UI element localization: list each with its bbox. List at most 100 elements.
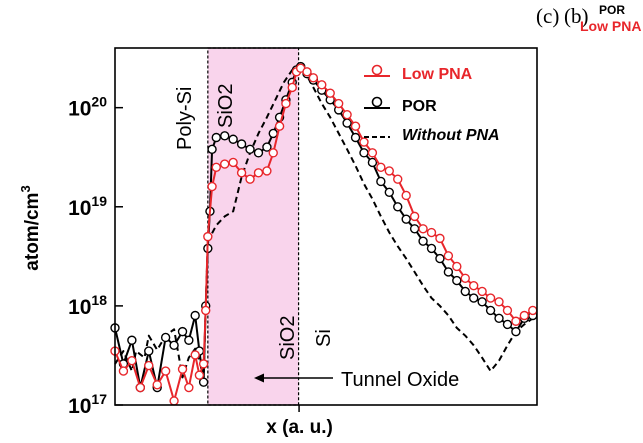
data-point-low-pna-6: [160, 366, 171, 376]
data-point-low-pna-37: [367, 148, 378, 158]
data-point-low-pna-47: [452, 261, 462, 272]
data-point-low-pna-2: [127, 355, 137, 366]
data-point-low-pna-49: [469, 280, 479, 291]
data-point-por-22: [253, 148, 264, 158]
data-point-por-7: [169, 340, 179, 351]
data-point-low-pna-25: [281, 98, 291, 109]
data-point-low-pna-39: [384, 166, 394, 176]
data-point-low-pna-56: [528, 305, 538, 316]
panel-label-b: (b): [564, 4, 589, 28]
tag-por: POR: [599, 3, 626, 17]
data-point-low-pna-51: [485, 293, 496, 303]
data-point-low-pna-21: [253, 168, 264, 178]
data-point-por-19: [228, 134, 238, 144]
legend-marker-low-pna: [371, 64, 383, 76]
data-point-low-pna-33: [333, 98, 344, 109]
data-point-por-36: [350, 132, 361, 143]
tag-low-pna: Low PNA: [580, 18, 642, 34]
data-point-low-pna-7: [169, 396, 179, 406]
data-point-por-18: [220, 131, 230, 141]
data-point-por-9: [184, 335, 194, 345]
y-tick-label-3: 1020: [68, 94, 107, 121]
data-point-por-54: [502, 319, 513, 330]
data-point-low-pna-19: [236, 168, 247, 178]
panel-label-c: (c): [536, 4, 560, 28]
legend-marker-por: [371, 96, 383, 108]
data-point-por-23: [262, 142, 272, 152]
data-point-low-pna-1: [118, 366, 129, 376]
data-point-low-pna-30: [308, 73, 319, 83]
data-point-low-pna-4: [144, 360, 154, 371]
data-point-low-pna-38: [376, 162, 386, 173]
data-point-low-pna-29: [302, 67, 312, 77]
data-point-low-pna-34: [342, 109, 352, 120]
data-point-por-16: [207, 144, 217, 155]
tunnel-oxide-arrow-head: [254, 373, 264, 383]
data-point-por-44: [418, 236, 428, 246]
data-point-low-pna-31: [317, 80, 327, 90]
data-point-por-4: [144, 346, 154, 356]
data-point-por-47: [443, 267, 454, 277]
legend-label-por: POR: [402, 98, 437, 115]
data-point-low-pna-13: [201, 305, 211, 316]
data-point-low-pna-42: [409, 211, 420, 222]
data-point-low-pna-20: [245, 174, 255, 184]
data-point-por-51: [477, 297, 487, 307]
data-point-low-pna-3: [135, 382, 146, 393]
data-point-por-52: [485, 305, 496, 316]
data-point-por-40: [384, 187, 394, 197]
annotation-poly-si: Poly-Si: [174, 87, 196, 150]
data-point-low-pna-24: [274, 121, 285, 131]
data-point-por-55: [511, 326, 521, 337]
data-point-low-pna-35: [350, 121, 361, 131]
data-point-low-pna-15: [207, 181, 217, 192]
data-point-low-pna-8: [177, 364, 188, 374]
data-point-low-pna-26: [287, 82, 297, 93]
data-point-low-pna-53: [502, 305, 513, 316]
data-point-low-pna-5: [152, 380, 162, 390]
data-point-por-49: [460, 286, 470, 297]
data-point-low-pna-41: [401, 190, 411, 201]
data-point-low-pna-40: [393, 174, 403, 184]
data-point-low-pna-44: [426, 227, 437, 238]
data-point-por-46: [435, 253, 445, 264]
data-point-low-pna-43: [418, 224, 428, 234]
data-point-por-10: [190, 310, 200, 321]
data-point-low-pna-17: [220, 159, 230, 169]
data-point-low-pna-32: [325, 88, 335, 98]
annotation-sio2-top: SiO2: [215, 84, 237, 128]
data-point-low-pna-9: [184, 382, 194, 393]
legend-label-without-pna: Without PNA: [402, 127, 500, 144]
data-point-por-37: [359, 148, 369, 158]
data-point-por-21: [245, 144, 255, 155]
data-point-low-pna-23: [268, 148, 278, 158]
annotation-sio2-bottom: SiO2: [277, 316, 299, 360]
data-point-por-50: [469, 293, 479, 303]
data-point-low-pna-22: [262, 166, 272, 176]
data-point-low-pna-48: [460, 273, 470, 283]
data-point-low-pna-18: [228, 157, 238, 168]
data-point-low-pna-12: [198, 359, 209, 369]
data-point-low-pna-36: [359, 137, 369, 147]
data-point-por-42: [401, 214, 411, 224]
data-point-low-pna-55: [519, 310, 530, 321]
data-point-por-8: [177, 326, 188, 337]
data-point-por-41: [393, 202, 403, 212]
data-point-por-24: [268, 128, 278, 139]
data-point-low-pna-54: [511, 316, 521, 326]
data-point-por-45: [426, 243, 437, 254]
y-axis-label: atom/cm3: [18, 185, 43, 270]
y-tick-label-2: 1019: [68, 193, 107, 220]
data-point-por-20: [236, 139, 247, 149]
data-point-low-pna-46: [443, 251, 454, 261]
data-point-por-12: [198, 377, 209, 387]
data-point-low-pna-14: [203, 231, 213, 242]
data-point-low-pna-45: [435, 233, 445, 244]
plot-frame: [114, 47, 538, 406]
data-point-por-48: [452, 275, 462, 286]
data-point-por-2: [127, 335, 137, 345]
data-point-low-pna-52: [494, 297, 504, 307]
data-point-por-6: [160, 332, 171, 343]
y-tick-label-1: 1018: [68, 292, 107, 319]
